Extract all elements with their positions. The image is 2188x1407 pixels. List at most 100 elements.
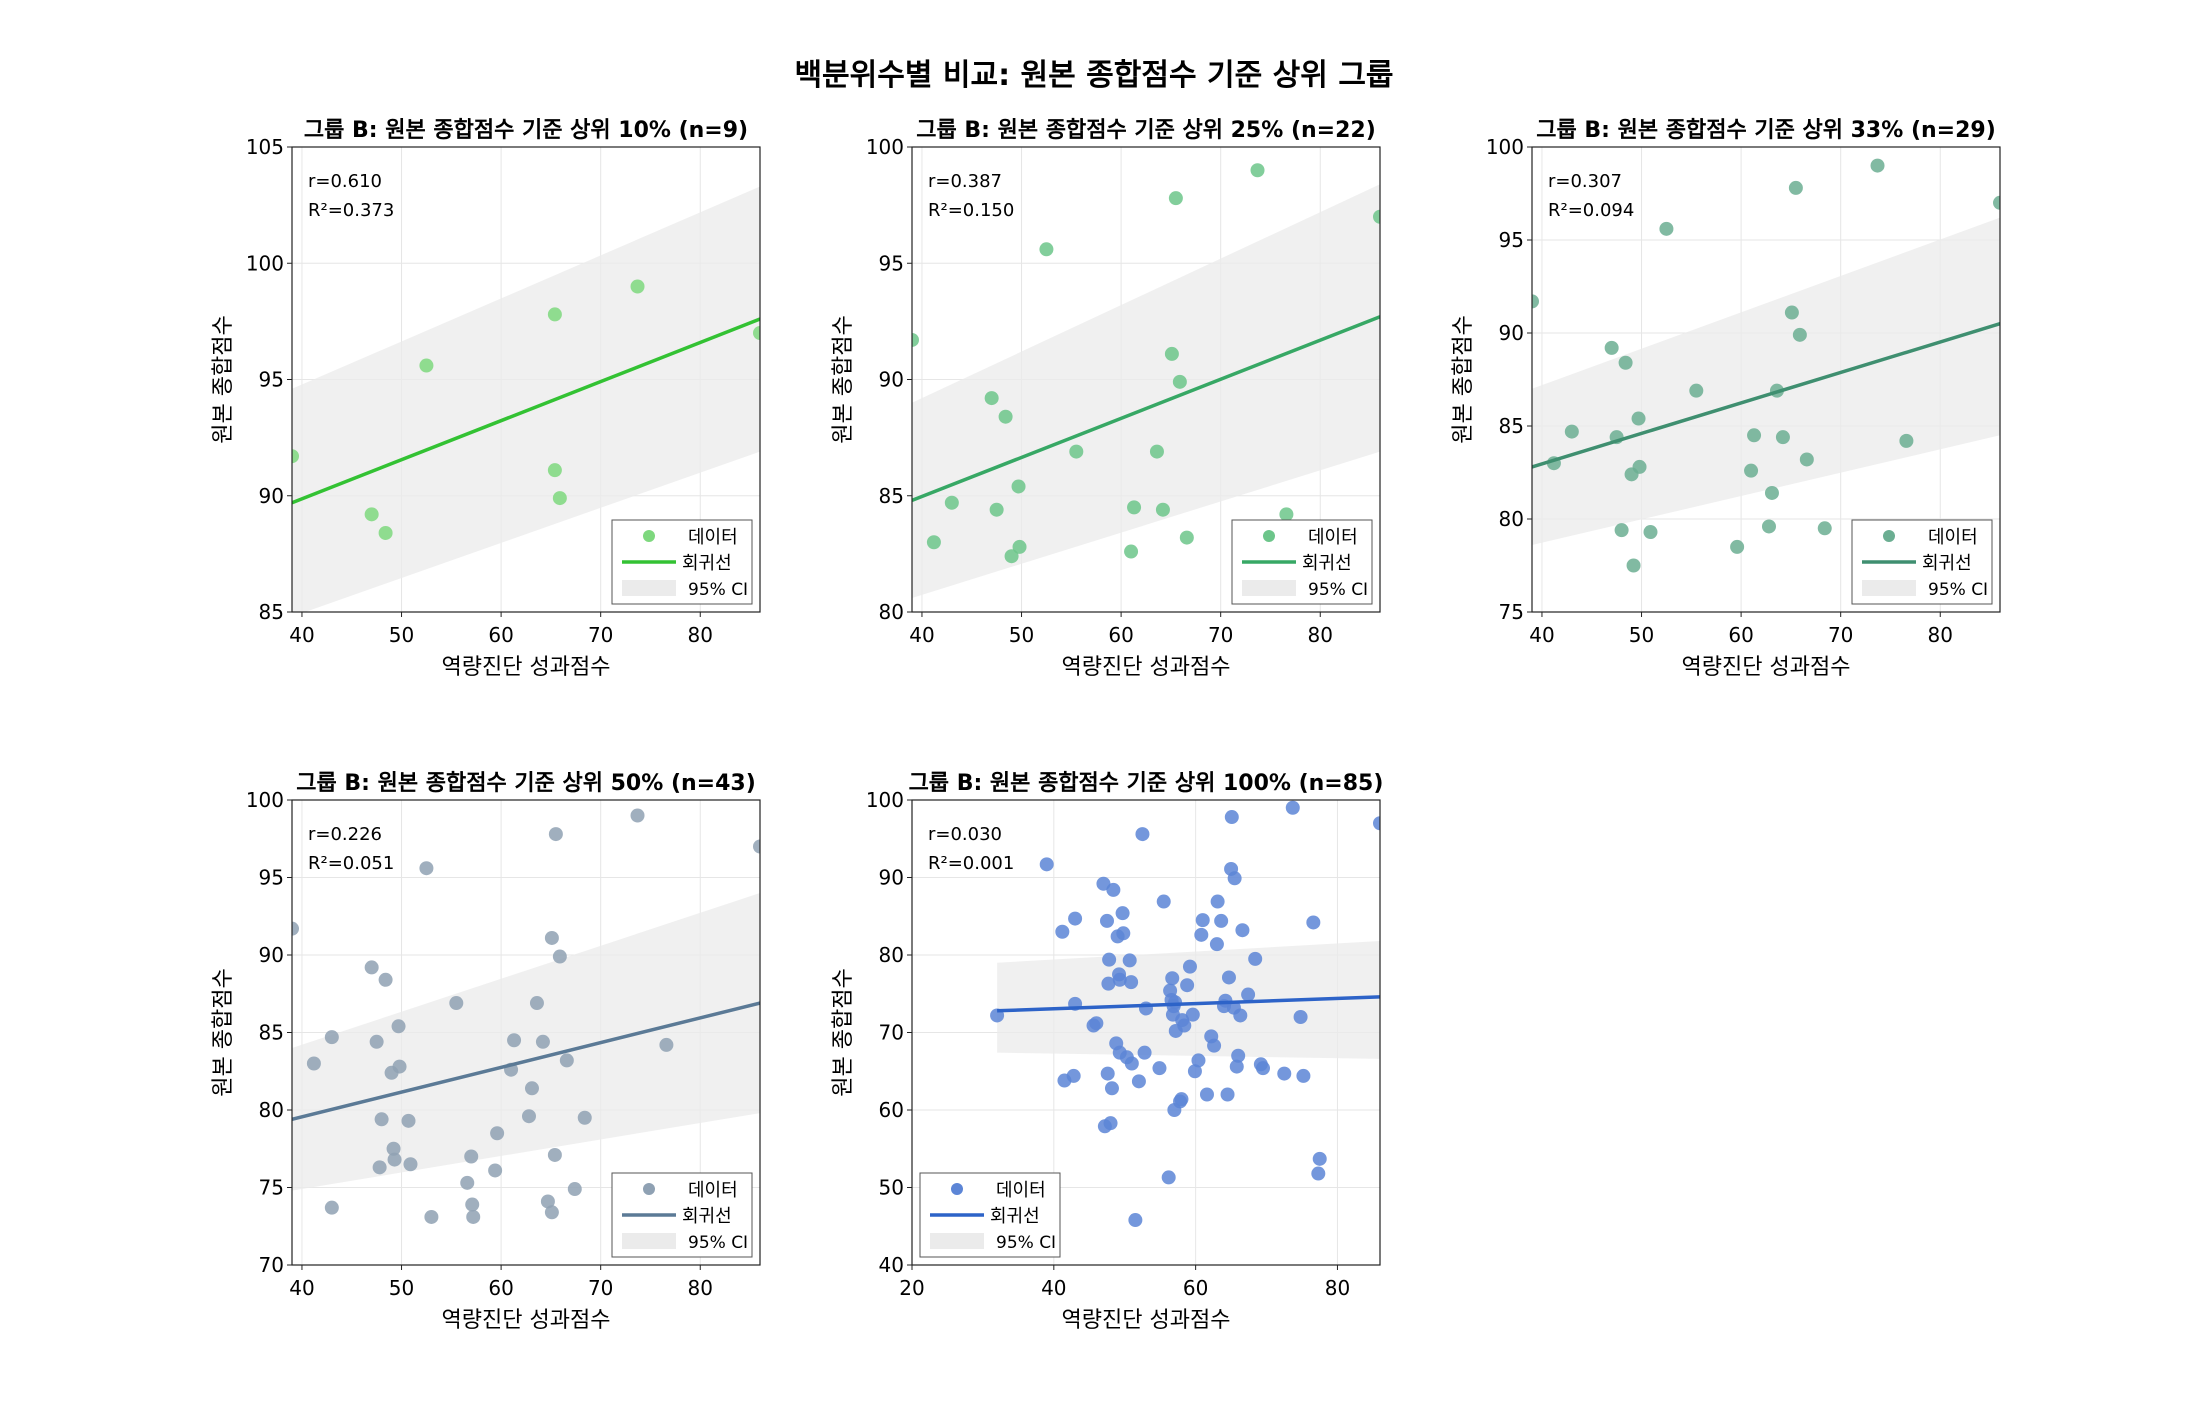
data-point	[559, 1053, 574, 1068]
data-point	[490, 1126, 505, 1141]
legend-label-line: 회귀선	[1302, 553, 1352, 574]
data-point	[1187, 1064, 1202, 1079]
confidence-band	[292, 893, 760, 1191]
stats-r: r=0.307	[1548, 171, 1622, 192]
data-point	[535, 1034, 550, 1049]
data-point	[1279, 507, 1294, 522]
data-point	[1180, 978, 1195, 993]
y-tick-label: 95	[259, 368, 284, 392]
y-tick-label: 95	[259, 866, 284, 890]
y-tick-label: 70	[879, 1021, 904, 1045]
subplot-title: 그룹 B: 원본 종합점수 기준 상위 33% (n=29)	[1536, 117, 1996, 143]
x-tick-label: 70	[1208, 623, 1233, 647]
legend-label-data: 데이터	[688, 1180, 738, 1201]
data-point	[1632, 459, 1647, 474]
data-point	[1747, 428, 1762, 443]
legend-label-ci: 95% CI	[688, 1233, 748, 1253]
data-point	[1210, 894, 1225, 909]
data-point	[1564, 424, 1579, 439]
y-tick-label: 90	[259, 943, 284, 967]
legend-label-line: 회귀선	[1922, 553, 1972, 574]
x-tick-label: 40	[1041, 1276, 1066, 1300]
data-point	[401, 1113, 416, 1128]
data-point	[1209, 937, 1224, 952]
data-point	[419, 358, 434, 373]
legend-marker-ci	[622, 1233, 676, 1249]
data-point	[912, 332, 919, 347]
data-point	[1066, 1068, 1081, 1083]
y-tick-label: 100	[866, 135, 904, 159]
data-point	[1296, 1068, 1311, 1083]
data-point	[1039, 857, 1054, 872]
data-point	[324, 1200, 339, 1215]
y-tick-label: 95	[1499, 228, 1524, 252]
data-point	[1775, 430, 1790, 445]
y-tick-label: 90	[879, 368, 904, 392]
data-point	[1241, 987, 1256, 1002]
x-tick-label: 80	[1325, 1276, 1350, 1300]
y-tick-label: 100	[246, 788, 284, 812]
data-point	[1817, 521, 1832, 536]
x-tick-label: 60	[1183, 1276, 1208, 1300]
data-point	[374, 1112, 389, 1127]
y-tick-label: 85	[259, 600, 284, 624]
data-point	[1744, 463, 1759, 478]
data-point	[544, 930, 559, 945]
stats-r2: R²=0.373	[308, 200, 394, 221]
confidence-band	[292, 186, 760, 612]
x-tick-label: 80	[688, 623, 713, 647]
x-tick-label: 70	[1828, 623, 1853, 647]
legend-label-line: 회귀선	[682, 1206, 732, 1227]
data-point	[1221, 970, 1236, 985]
data-point	[403, 1157, 418, 1172]
data-point	[387, 1152, 402, 1167]
legend-label-line: 회귀선	[682, 553, 732, 574]
x-tick-label: 70	[588, 623, 613, 647]
data-point	[1179, 530, 1194, 545]
data-point	[1312, 1151, 1327, 1166]
data-point	[1122, 953, 1137, 968]
data-point	[1172, 374, 1187, 389]
data-point	[1182, 959, 1197, 974]
data-point	[1116, 926, 1131, 941]
data-point	[1618, 355, 1633, 370]
data-point	[926, 535, 941, 550]
y-tick-label: 85	[1499, 414, 1524, 438]
data-point	[1373, 209, 1380, 224]
data-point	[1659, 221, 1674, 236]
x-tick-label: 50	[389, 623, 414, 647]
data-point	[369, 1034, 384, 1049]
data-point	[1229, 1059, 1244, 1074]
y-tick-label: 80	[1499, 507, 1524, 531]
data-point	[1069, 444, 1084, 459]
data-point	[1191, 1053, 1206, 1068]
x-axis-label: 역량진단 성과점수	[1682, 655, 1851, 680]
y-axis-label: 원본 종합점수	[1451, 315, 1476, 443]
stats-r2: R²=0.001	[928, 853, 1014, 874]
x-tick-label: 50	[1629, 623, 1654, 647]
x-tick-label: 40	[289, 623, 314, 647]
data-point	[552, 491, 567, 506]
data-point	[524, 1081, 539, 1096]
data-point	[944, 495, 959, 510]
data-point	[1277, 1066, 1292, 1081]
data-point	[1870, 158, 1885, 173]
x-axis-label: 역량진단 성과점수	[442, 655, 611, 680]
y-tick-label: 40	[879, 1253, 904, 1277]
data-point	[1227, 871, 1242, 886]
x-tick-label: 50	[389, 1276, 414, 1300]
legend-marker-data	[1263, 530, 1275, 542]
y-tick-label: 100	[866, 788, 904, 812]
stats-r: r=0.387	[928, 171, 1002, 192]
data-point	[1004, 549, 1019, 564]
y-tick-label: 100	[1486, 135, 1524, 159]
data-point	[1235, 923, 1250, 938]
data-point	[1131, 1074, 1146, 1089]
confidence-band	[912, 184, 1380, 599]
subplot-title: 그룹 B: 원본 종합점수 기준 상위 10% (n=9)	[304, 117, 748, 143]
legend-label-ci: 95% CI	[1308, 580, 1368, 600]
data-point	[547, 307, 562, 322]
data-point	[1112, 972, 1127, 987]
